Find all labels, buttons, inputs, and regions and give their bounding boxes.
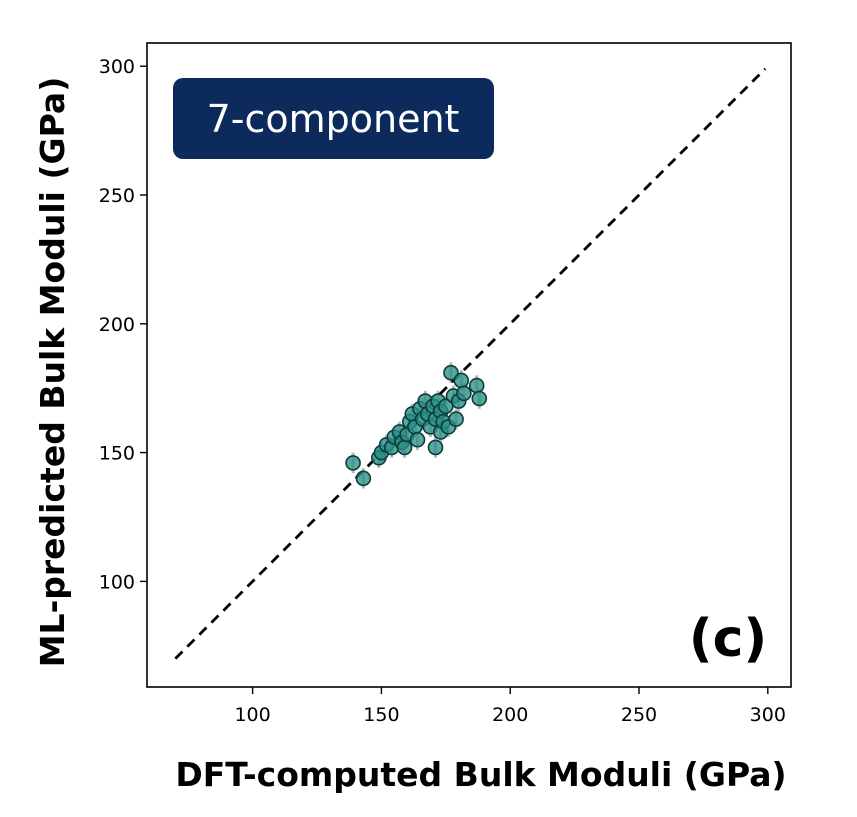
x-tick-label: 300 — [750, 704, 786, 726]
y-tick-label: 200 — [99, 314, 135, 336]
data-point — [456, 385, 472, 402]
data-point — [396, 439, 413, 456]
annotation-box-bg — [173, 78, 494, 159]
y-tick-label: 250 — [99, 185, 135, 207]
y-axis-label: ML-predicted Bulk Moduli (GPa) — [33, 77, 72, 668]
data-point — [468, 377, 485, 394]
points-layer — [345, 364, 488, 487]
y-tick-label: 150 — [99, 443, 135, 465]
data-point — [448, 411, 464, 427]
parity-line-layer — [174, 67, 767, 660]
data-point — [345, 455, 361, 471]
data-point — [453, 372, 470, 389]
data-point — [438, 398, 454, 415]
parity-line — [174, 67, 767, 660]
x-axis-label: DFT-computed Bulk Moduli (GPa) — [175, 755, 786, 794]
data-point — [471, 390, 488, 407]
x-tick-label: 200 — [492, 704, 528, 726]
data-point — [427, 439, 444, 456]
plot-frame — [146, 42, 792, 688]
x-tick-label: 250 — [621, 704, 657, 726]
y-ticks-layer: 100 150 200 250 300 — [99, 56, 147, 593]
y-tick-label: 100 — [99, 571, 135, 593]
x-ticks-layer: 100 150 200 250 300 — [234, 687, 786, 726]
data-point — [443, 364, 459, 381]
data-point — [355, 470, 372, 487]
data-point — [409, 431, 426, 448]
panel-label: (c) — [689, 609, 767, 669]
x-tick-label: 100 — [234, 704, 270, 726]
y-tick-label: 300 — [99, 56, 135, 78]
x-tick-label: 150 — [363, 704, 399, 726]
annotation-box: 7-component — [173, 78, 494, 159]
annotation-box-label: 7-component — [207, 97, 460, 141]
